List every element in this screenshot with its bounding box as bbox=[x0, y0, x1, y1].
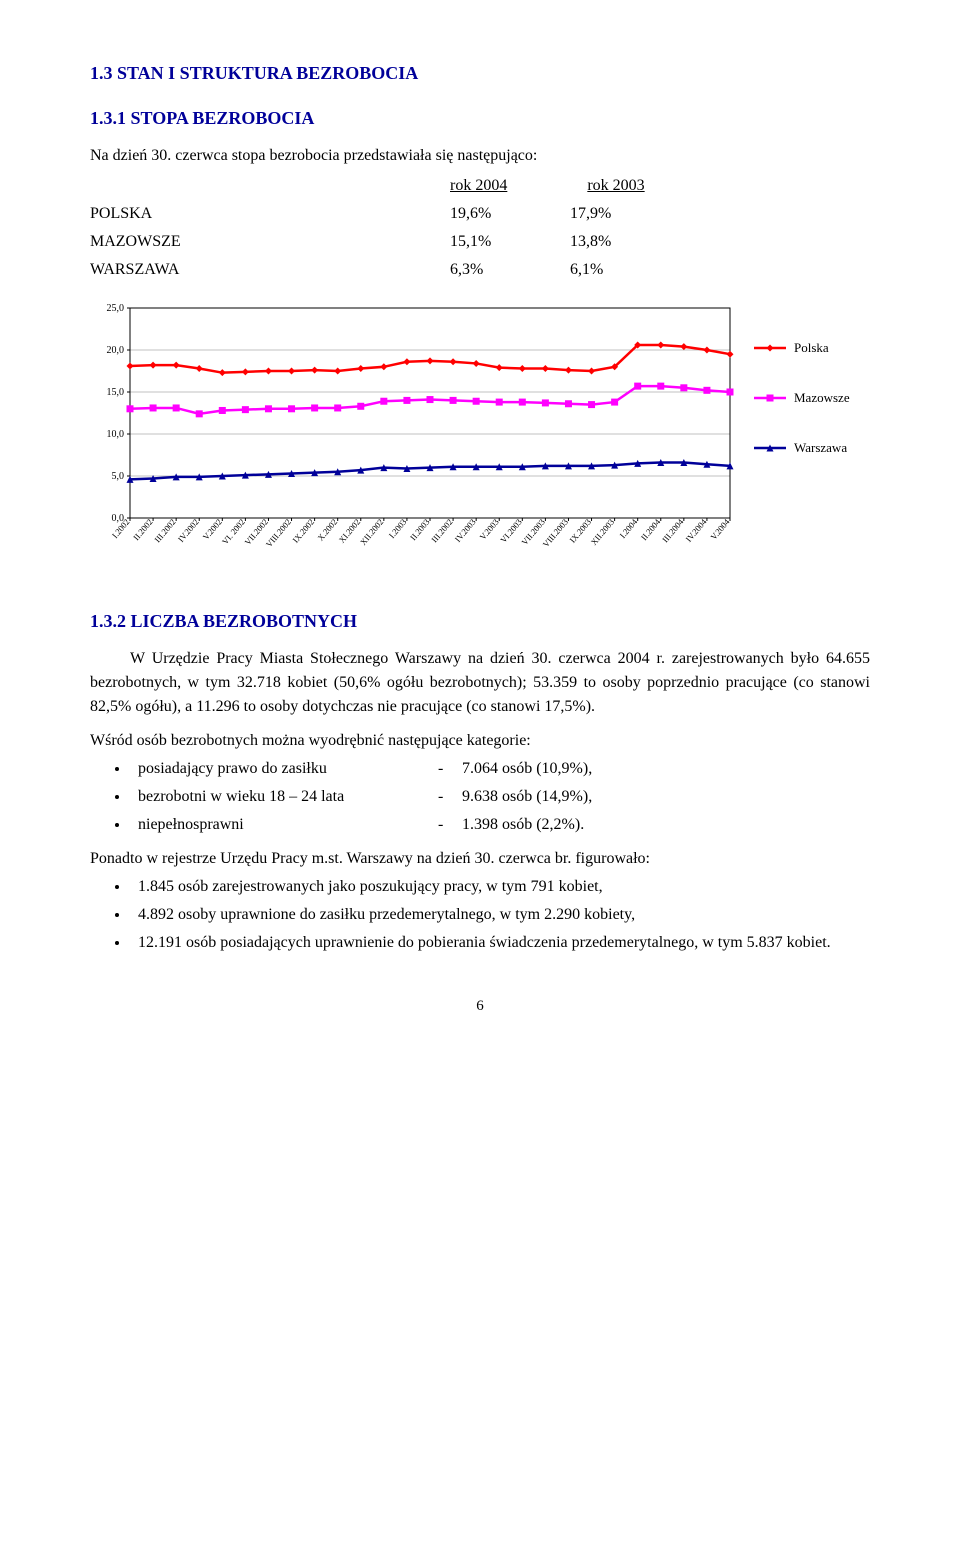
unemployment-chart: 0,05,010,015,020,025,0I.2002II.2002III.2… bbox=[90, 300, 870, 588]
body-paragraph-2: Wśród osób bezrobotnych można wyodrębnić… bbox=[90, 729, 870, 753]
svg-text:I.2004: I.2004 bbox=[617, 516, 639, 540]
year-header-row: rok 2004 rok 2003 bbox=[450, 174, 870, 198]
value-cell: 15,1% bbox=[450, 228, 570, 256]
rate-table: POLSKA 19,6% 17,9% MAZOWSZE 15,1% 13,8% … bbox=[90, 200, 670, 284]
svg-text:IX.2002: IX.2002 bbox=[290, 517, 316, 545]
page-number: 6 bbox=[90, 995, 870, 1018]
register-list: 1.845 osób zarejestrowanych jako poszuku… bbox=[130, 875, 870, 955]
body-paragraph-3: Ponadto w rejestrze Urzędu Pracy m.st. W… bbox=[90, 847, 870, 871]
subsection-heading-2: 1.3.2 LICZBA BEZROBOTNYCH bbox=[90, 608, 870, 635]
list-item: 4.892 osoby uprawnione do zasiłku przede… bbox=[130, 903, 870, 927]
list-item: 12.191 osób posiadających uprawnienie do… bbox=[130, 931, 870, 955]
svg-text:I.2003: I.2003 bbox=[387, 517, 409, 540]
list-item: posiadający prawo do zasiłku - 7.064 osó… bbox=[130, 757, 870, 781]
kv-label: niepełnosprawni bbox=[138, 813, 438, 837]
region-cell: MAZOWSZE bbox=[90, 228, 450, 256]
kv-value: 7.064 osób (10,9%), bbox=[462, 757, 592, 781]
svg-text:III.2002: III.2002 bbox=[152, 517, 177, 545]
svg-text:20,0: 20,0 bbox=[107, 345, 125, 356]
year-2003-label: rok 2003 bbox=[587, 174, 644, 198]
list-item: 1.845 osób zarejestrowanych jako poszuku… bbox=[130, 875, 870, 899]
kv-label: bezrobotni w wieku 18 – 24 lata bbox=[138, 785, 438, 809]
svg-text:Polska: Polska bbox=[794, 340, 829, 355]
subsection-heading-1: 1.3.1 STOPA BEZROBOCIA bbox=[90, 105, 870, 132]
intro-text: Na dzień 30. czerwca stopa bezrobocia pr… bbox=[90, 144, 870, 168]
svg-text:IV.2004: IV.2004 bbox=[683, 516, 708, 544]
svg-text:Warszawa: Warszawa bbox=[794, 440, 847, 455]
region-cell: WARSZAWA bbox=[90, 256, 450, 284]
svg-text:IV.2003: IV.2003 bbox=[453, 517, 478, 544]
table-row: WARSZAWA 6,3% 6,1% bbox=[90, 256, 670, 284]
value-cell: 13,8% bbox=[570, 228, 670, 256]
svg-text:II.2002: II.2002 bbox=[131, 517, 155, 542]
category-list: posiadający prawo do zasiłku - 7.064 osó… bbox=[130, 757, 870, 837]
svg-text:25,0: 25,0 bbox=[107, 303, 125, 314]
chart-svg: 0,05,010,015,020,025,0I.2002II.2002III.2… bbox=[90, 300, 870, 580]
svg-text:5,0: 5,0 bbox=[112, 471, 125, 482]
svg-text:10,0: 10,0 bbox=[107, 429, 125, 440]
svg-text:V.2004: V.2004 bbox=[708, 516, 732, 542]
list-item: bezrobotni w wieku 18 – 24 lata - 9.638 … bbox=[130, 785, 870, 809]
section-heading: 1.3 STAN I STRUKTURA BEZROBOCIA bbox=[90, 60, 870, 87]
kv-value: 1.398 osób (2,2%). bbox=[462, 813, 584, 837]
kv-dash: - bbox=[438, 757, 462, 781]
region-cell: POLSKA bbox=[90, 200, 450, 228]
svg-text:III.2004: III.2004 bbox=[660, 516, 686, 544]
kv-label: posiadający prawo do zasiłku bbox=[138, 757, 438, 781]
year-2004-label: rok 2004 bbox=[450, 174, 507, 198]
kv-dash: - bbox=[438, 785, 462, 809]
body-paragraph-1: W Urzędzie Pracy Miasta Stołecznego Wars… bbox=[90, 647, 870, 719]
kv-value: 9.638 osób (14,9%), bbox=[462, 785, 592, 809]
table-row: MAZOWSZE 15,1% 13,8% bbox=[90, 228, 670, 256]
svg-text:III.2002: III.2002 bbox=[429, 517, 454, 545]
svg-text:II.2003: II.2003 bbox=[408, 517, 432, 542]
value-cell: 17,9% bbox=[570, 200, 670, 228]
svg-text:XII.2003: XII.2003 bbox=[589, 517, 617, 547]
value-cell: 6,3% bbox=[450, 256, 570, 284]
svg-text:IV.2002: IV.2002 bbox=[176, 517, 201, 544]
kv-dash: - bbox=[438, 813, 462, 837]
svg-text:Mazowsze: Mazowsze bbox=[794, 390, 850, 405]
svg-text:XII.2002: XII.2002 bbox=[358, 517, 386, 547]
value-cell: 6,1% bbox=[570, 256, 670, 284]
svg-text:15,0: 15,0 bbox=[107, 387, 125, 398]
value-cell: 19,6% bbox=[450, 200, 570, 228]
table-row: POLSKA 19,6% 17,9% bbox=[90, 200, 670, 228]
list-item: niepełnosprawni - 1.398 osób (2,2%). bbox=[130, 813, 870, 837]
